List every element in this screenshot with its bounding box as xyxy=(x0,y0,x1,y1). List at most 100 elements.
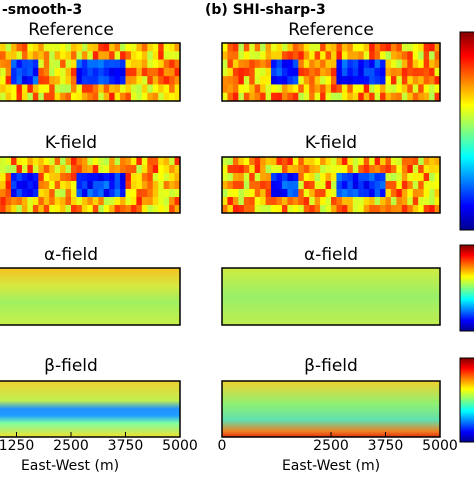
heat-cell xyxy=(352,67,359,77)
heat-cell xyxy=(380,92,386,102)
heat-cell xyxy=(347,51,354,61)
heat-cell xyxy=(21,51,28,61)
heat-cell xyxy=(243,67,250,77)
heat-cell xyxy=(380,205,386,214)
heat-cell xyxy=(16,43,23,52)
heat-cell xyxy=(374,84,381,94)
heat-cell xyxy=(222,181,228,190)
heat-cell xyxy=(109,51,116,61)
heat-cell xyxy=(114,205,121,214)
heat-cell xyxy=(412,173,419,182)
heat-cell xyxy=(429,67,436,77)
heat-cell xyxy=(243,157,250,166)
heat-cell xyxy=(54,84,61,94)
heat-cell xyxy=(429,84,436,94)
heat-cell xyxy=(429,173,436,182)
heat-cell xyxy=(21,76,28,85)
heat-cell xyxy=(114,197,121,206)
heat-cell xyxy=(287,67,294,77)
heat-cell xyxy=(16,197,23,206)
heat-cell xyxy=(43,84,50,94)
heat-cell xyxy=(103,181,110,190)
heat-cell xyxy=(314,43,321,52)
heat-cell xyxy=(76,197,83,206)
heat-cell xyxy=(369,43,376,52)
heat-cell xyxy=(38,173,45,182)
heat-cell xyxy=(352,59,359,69)
heat-cell xyxy=(314,51,321,61)
heat-cell xyxy=(347,76,354,85)
heat-cell xyxy=(16,157,23,166)
heat-cell xyxy=(434,84,441,94)
heat-cell xyxy=(65,197,72,206)
heat-cell xyxy=(54,189,61,198)
heat-cell xyxy=(380,157,386,166)
heat-cell xyxy=(136,92,143,102)
heat-cell xyxy=(380,173,386,182)
heat-cell xyxy=(320,92,327,102)
heat-cell xyxy=(336,92,343,102)
heat-cell xyxy=(341,205,348,214)
heat-cell xyxy=(292,157,299,166)
heat-cell xyxy=(331,67,337,77)
heat-cell xyxy=(380,181,386,190)
heat-cell xyxy=(16,59,23,69)
heat-cell xyxy=(16,189,23,198)
heat-cell xyxy=(16,173,23,182)
heat-cell xyxy=(254,165,261,174)
heat-cell xyxy=(232,189,239,198)
heat-cell xyxy=(49,165,56,174)
heat-cell xyxy=(71,189,77,198)
heat-cell xyxy=(369,165,376,174)
heat-cell xyxy=(396,173,403,182)
heat-cell xyxy=(60,59,67,69)
heat-cell xyxy=(130,51,137,61)
heat-cell xyxy=(16,205,23,214)
heat-cell xyxy=(298,173,305,182)
heat-cell xyxy=(232,205,239,214)
heat-cell xyxy=(21,43,28,52)
heat-cell xyxy=(287,51,294,61)
heat-cell xyxy=(16,92,23,102)
x-tick-label: 0 xyxy=(218,438,227,454)
heat-cell xyxy=(341,157,348,166)
colorbar xyxy=(459,31,474,231)
heat-cell xyxy=(76,181,83,190)
heat-cell xyxy=(314,205,321,214)
heat-cell xyxy=(125,51,132,61)
heat-cell xyxy=(76,92,83,102)
heat-cell xyxy=(347,157,354,166)
heat-cell xyxy=(423,59,430,69)
heat-cell xyxy=(0,173,7,182)
heat-cell xyxy=(369,205,376,214)
heat-cell xyxy=(401,67,408,77)
heat-cell xyxy=(363,173,370,182)
heat-cell xyxy=(287,165,294,174)
heat-cell xyxy=(363,92,370,102)
heat-cell xyxy=(374,165,381,174)
heat-cell xyxy=(374,43,381,52)
heat-cell xyxy=(49,197,56,206)
heat-cell xyxy=(232,76,239,85)
heat-cell xyxy=(374,76,381,85)
heat-cell xyxy=(276,157,283,166)
heat-cell xyxy=(358,189,365,198)
heat-cell xyxy=(423,157,430,166)
heat-cell xyxy=(147,43,154,52)
heat-cell xyxy=(314,157,321,166)
heat-cell xyxy=(363,76,370,85)
heat-cell xyxy=(76,43,83,52)
heat-cell xyxy=(32,197,39,206)
heat-cell xyxy=(147,59,154,69)
heat-cell xyxy=(81,165,88,174)
heat-cell xyxy=(163,189,170,198)
heat-cell xyxy=(249,173,256,182)
heat-cell xyxy=(390,67,397,77)
heat-cell xyxy=(152,157,159,166)
heat-cell xyxy=(309,189,316,198)
heat-cell xyxy=(125,173,132,182)
heat-cell xyxy=(114,84,121,94)
heat-cell xyxy=(423,181,430,190)
heat-cell xyxy=(254,173,261,182)
heat-cell xyxy=(418,51,425,61)
